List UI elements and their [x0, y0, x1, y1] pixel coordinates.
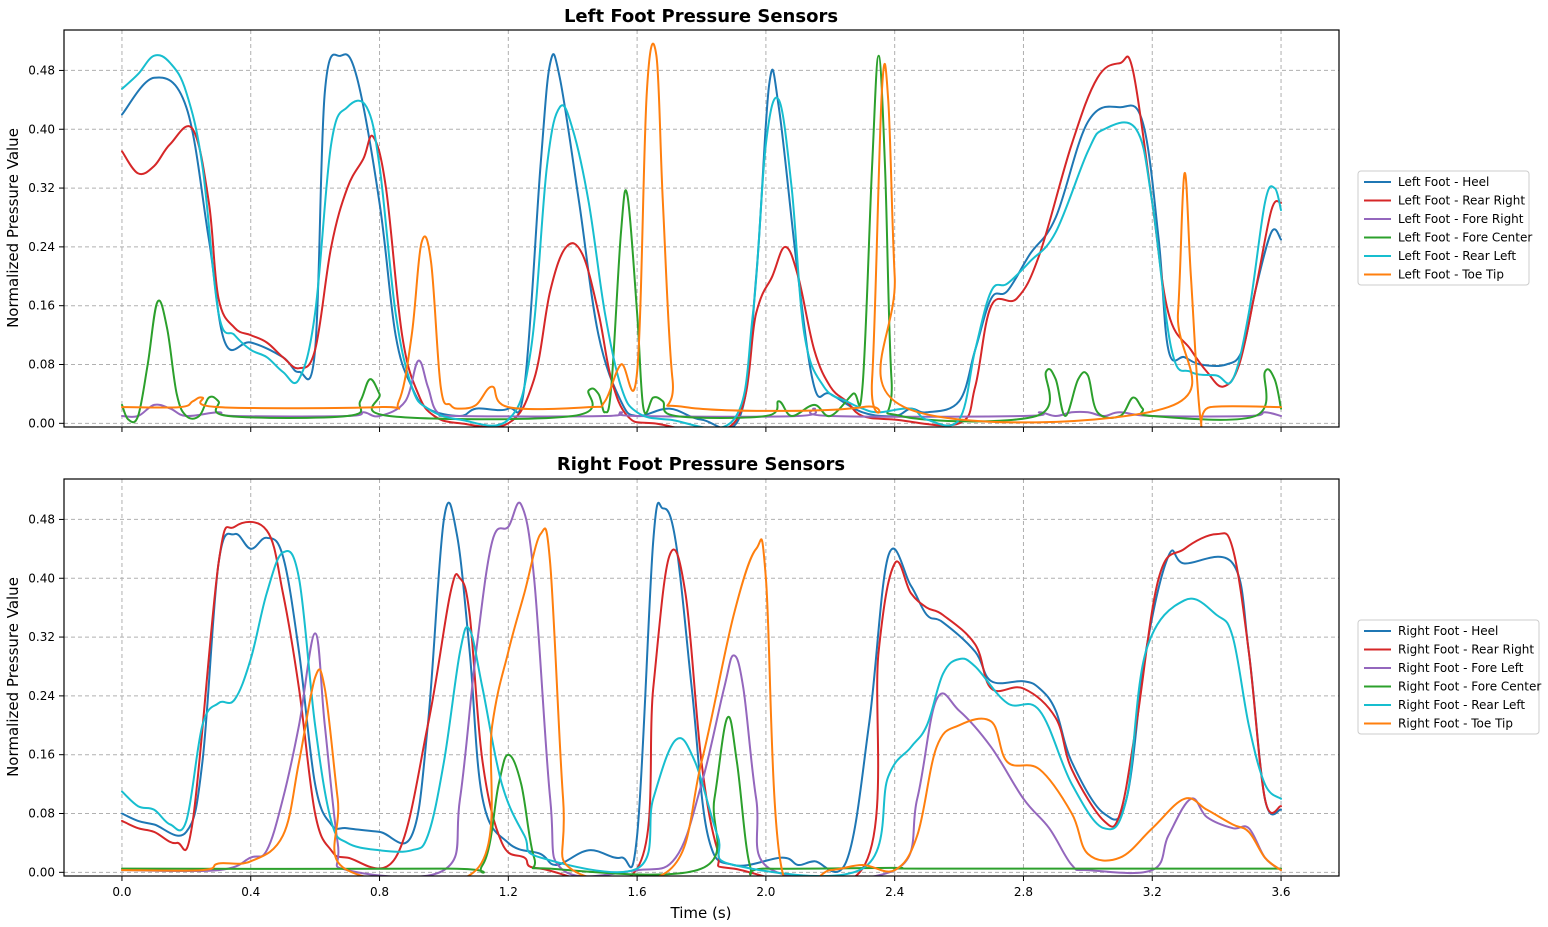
series-line-right-foot-toe-tip — [121, 527, 1282, 876]
legend-label-right-foot-fore-center: Right Foot - Fore Center — [1398, 680, 1541, 694]
left-foot-grid — [64, 30, 1339, 427]
right-foot-x-tick-label: 1.2 — [499, 885, 518, 899]
right-foot-x-tick-label: 3.2 — [1143, 885, 1162, 899]
left-foot-legend-box — [1357, 170, 1530, 286]
series-line-left-foot-fore-center — [121, 54, 1282, 424]
series-line-right-foot-heel — [121, 501, 1282, 873]
right-foot-grid — [64, 479, 1339, 876]
left-foot-legend: Left Foot - Heel Left Foot - Rear Right Le… — [1357, 170, 1532, 286]
right-foot-legend-box — [1357, 619, 1540, 735]
legend-label-right-foot-heel: Right Foot - Heel — [1398, 624, 1498, 638]
right-foot-legend: Right Foot - Heel Right Foot - Rear Right… — [1357, 619, 1541, 735]
right-foot-x-tick-label: 1.6 — [628, 885, 647, 899]
right-foot-x-tick-label: 0.0 — [112, 885, 131, 899]
right-foot-y-tick-label: 0.40 — [28, 571, 55, 585]
left-foot-ticks: 0.00 0.08 0.16 0.24 0.32 0.40 0.48 — [28, 63, 1282, 432]
series-line-right-foot-rear-right — [121, 520, 1282, 876]
left-foot-series — [121, 42, 1282, 427]
x-axis-label: Time (s) — [670, 904, 732, 922]
right-foot-x-tick-label: 2.0 — [756, 885, 775, 899]
right-foot-y-tick-label: 0.08 — [28, 807, 55, 821]
right-foot-chart-title: Right Foot Pressure Sensors — [557, 454, 845, 475]
legend-label-right-foot-rear-left: Right Foot - Rear Left — [1398, 698, 1525, 712]
right-foot-series — [121, 501, 1282, 876]
legend-label-left-foot-toe-tip: Left Foot - Toe Tip — [1398, 268, 1504, 282]
legend-label-right-foot-rear-right: Right Foot - Rear Right — [1398, 643, 1534, 657]
legend-label-left-foot-fore-center: Left Foot - Fore Center — [1398, 231, 1532, 245]
legend-label-left-foot-heel: Left Foot - Heel — [1398, 175, 1489, 189]
right-foot-y-tick-label: 0.48 — [28, 512, 55, 526]
left-foot-y-tick-label: 0.48 — [28, 63, 55, 77]
legend-label-left-foot-rear-left: Left Foot - Rear Left — [1398, 249, 1516, 263]
right-foot-panel: Right Foot Pressure Sensors Normalized P… — [4, 454, 1541, 922]
series-line-right-foot-fore-left — [121, 501, 1282, 876]
right-foot-y-axis-label: Normalized Pressure Value — [4, 577, 22, 777]
left-foot-y-tick-label: 0.32 — [28, 181, 55, 195]
series-line-right-foot-rear-left — [121, 550, 1282, 876]
legend-label-left-foot-rear-right: Left Foot - Rear Right — [1398, 194, 1525, 208]
series-line-right-foot-fore-center — [121, 715, 1282, 876]
right-foot-plot-frame — [63, 478, 1340, 877]
series-line-left-foot-rear-left — [121, 54, 1282, 427]
left-foot-y-tick-label: 0.00 — [28, 416, 55, 430]
right-foot-x-tick-label: 0.4 — [241, 885, 260, 899]
right-foot-y-tick-label: 0.24 — [28, 689, 55, 703]
left-foot-panel: Left Foot Pressure Sensors Normalized Pr… — [4, 6, 1532, 432]
legend-label-right-foot-toe-tip: Right Foot - Toe Tip — [1398, 717, 1513, 731]
right-foot-ticks: 0.0 0.4 0.8 1.2 1.6 2.0 2.4 2.8 3.2 3.6 0.00 0.08 0.… — [28, 512, 1290, 899]
left-foot-y-axis-label: Normalized Pressure Value — [4, 128, 22, 328]
left-foot-y-tick-label: 0.16 — [28, 299, 55, 313]
right-foot-x-tick-label: 2.4 — [885, 885, 904, 899]
legend-label-left-foot-fore-right: Left Foot - Fore Right — [1398, 212, 1524, 226]
series-line-left-foot-heel — [121, 53, 1282, 427]
left-foot-y-tick-label: 0.24 — [28, 240, 55, 254]
right-foot-x-tick-label: 2.8 — [1014, 885, 1033, 899]
right-foot-y-tick-label: 0.16 — [28, 748, 55, 762]
series-line-left-foot-toe-tip — [121, 42, 1282, 427]
right-foot-y-tick-label: 0.00 — [28, 865, 55, 879]
legend-label-right-foot-fore-left: Right Foot - Fore Left — [1398, 661, 1524, 675]
right-foot-x-tick-label: 3.6 — [1271, 885, 1290, 899]
left-foot-y-tick-label: 0.40 — [28, 122, 55, 136]
left-foot-chart-title: Left Foot Pressure Sensors — [564, 6, 838, 27]
left-foot-y-tick-label: 0.08 — [28, 358, 55, 372]
right-foot-x-tick-label: 0.8 — [370, 885, 389, 899]
right-foot-y-tick-label: 0.32 — [28, 630, 55, 644]
left-foot-plot-frame — [63, 29, 1340, 428]
series-line-left-foot-rear-right — [121, 55, 1282, 427]
